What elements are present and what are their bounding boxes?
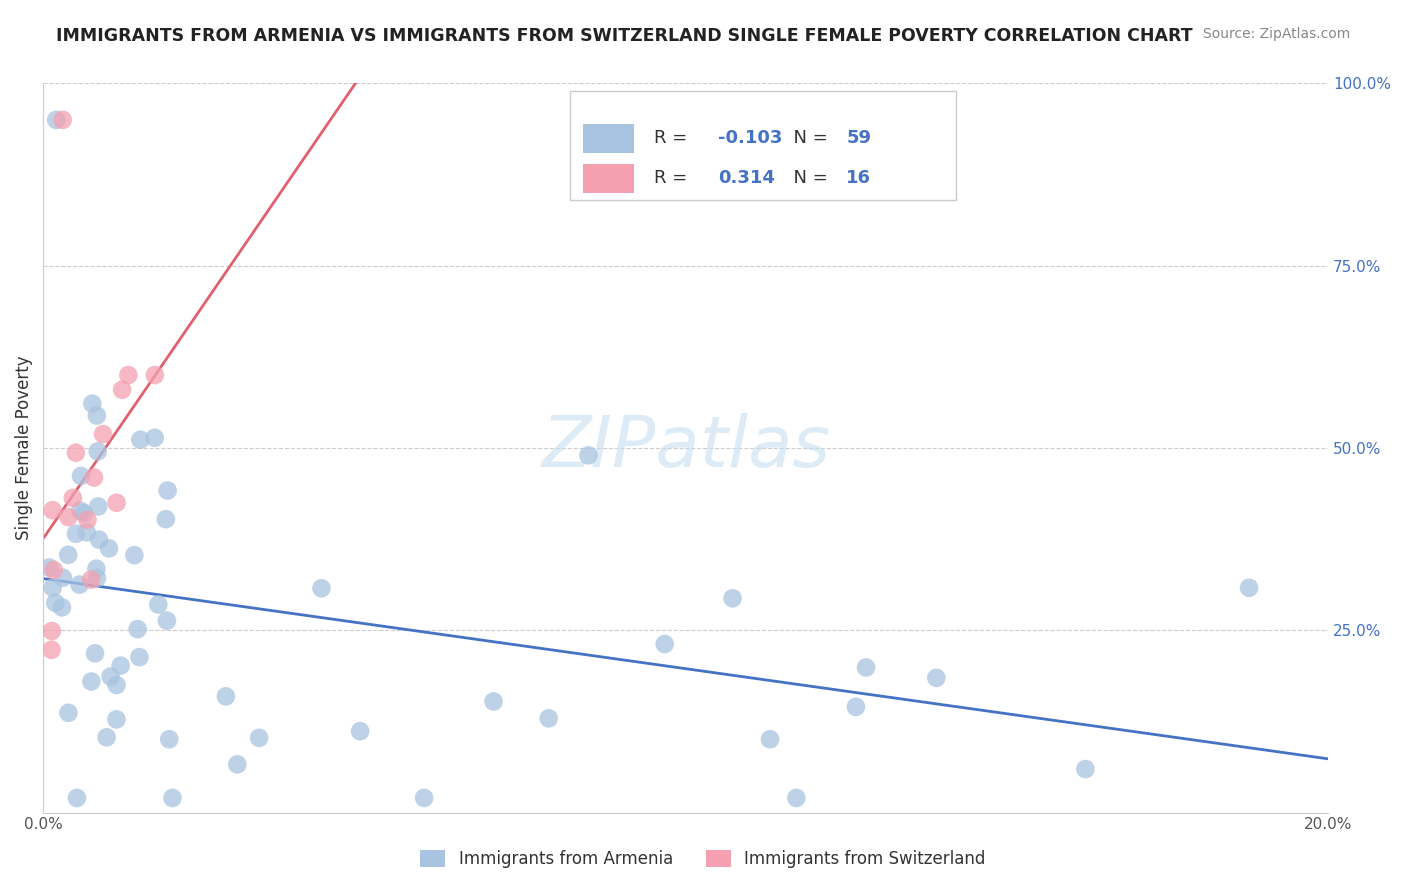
Immigrants from Armenia <box>157 732 180 747</box>
Text: R =: R = <box>654 169 693 187</box>
Immigrants from Armenia <box>155 512 177 526</box>
Immigrants from Armenia <box>576 448 599 462</box>
Text: 59: 59 <box>846 129 872 147</box>
Immigrants from Switzerland <box>83 470 105 484</box>
Text: N =: N = <box>782 169 834 187</box>
Immigrants from Armenia <box>82 396 104 410</box>
Immigrants from Armenia <box>100 669 122 683</box>
Immigrants from Armenia <box>226 757 249 772</box>
Immigrants from Armenia <box>247 731 270 745</box>
FancyBboxPatch shape <box>571 91 956 200</box>
Immigrants from Armenia <box>58 548 80 562</box>
Immigrants from Armenia <box>80 674 103 689</box>
Immigrants from Armenia <box>845 699 868 714</box>
Immigrants from Armenia <box>721 591 744 606</box>
Immigrants from Switzerland <box>41 503 63 517</box>
Immigrants from Armenia <box>105 678 128 692</box>
Immigrants from Armenia <box>124 548 146 562</box>
Immigrants from Switzerland <box>80 573 103 587</box>
Text: 16: 16 <box>846 169 872 187</box>
Immigrants from Armenia <box>69 503 91 517</box>
Immigrants from Armenia <box>87 444 110 458</box>
Immigrants from Armenia <box>70 469 93 483</box>
Immigrants from Armenia <box>215 690 238 704</box>
Immigrants from Armenia <box>759 732 782 747</box>
Immigrants from Switzerland <box>41 624 63 638</box>
Immigrants from Switzerland <box>52 112 75 127</box>
Immigrants from Armenia <box>129 433 152 447</box>
Immigrants from Armenia <box>76 525 98 540</box>
Immigrants from Armenia <box>148 598 170 612</box>
Y-axis label: Single Female Poverty: Single Female Poverty <box>15 356 32 541</box>
Immigrants from Armenia <box>44 596 66 610</box>
Immigrants from Armenia <box>925 671 948 685</box>
Immigrants from Armenia <box>86 562 108 576</box>
Immigrants from Armenia <box>482 694 505 708</box>
FancyBboxPatch shape <box>583 163 634 193</box>
Immigrants from Armenia <box>52 571 75 585</box>
Immigrants from Switzerland <box>62 491 84 505</box>
Immigrants from Switzerland <box>143 368 166 382</box>
Text: N =: N = <box>782 129 834 147</box>
Immigrants from Switzerland <box>76 513 98 527</box>
Immigrants from Armenia <box>785 791 807 805</box>
FancyBboxPatch shape <box>583 123 634 153</box>
Immigrants from Armenia <box>45 112 67 127</box>
Text: Source: ZipAtlas.com: Source: ZipAtlas.com <box>1202 27 1350 41</box>
Immigrants from Armenia <box>311 582 333 596</box>
Immigrants from Armenia <box>110 658 132 673</box>
Immigrants from Switzerland <box>65 445 87 459</box>
Immigrants from Armenia <box>98 541 121 556</box>
Immigrants from Armenia <box>105 712 128 726</box>
Immigrants from Armenia <box>162 791 184 805</box>
Immigrants from Switzerland <box>111 383 134 397</box>
Immigrants from Switzerland <box>58 510 80 524</box>
Immigrants from Armenia <box>654 637 676 651</box>
Immigrants from Armenia <box>73 506 96 520</box>
Legend: Immigrants from Armenia, Immigrants from Switzerland: Immigrants from Armenia, Immigrants from… <box>413 843 993 875</box>
Immigrants from Armenia <box>1237 581 1260 595</box>
Immigrants from Armenia <box>156 614 179 628</box>
Immigrants from Armenia <box>156 483 179 498</box>
Immigrants from Armenia <box>413 791 436 805</box>
Immigrants from Armenia <box>69 577 91 591</box>
Immigrants from Armenia <box>1074 762 1097 776</box>
Immigrants from Armenia <box>42 581 65 595</box>
Immigrants from Armenia <box>66 791 89 805</box>
Immigrants from Armenia <box>349 724 371 739</box>
Immigrants from Switzerland <box>117 368 139 382</box>
Immigrants from Armenia <box>58 706 80 720</box>
Text: R =: R = <box>654 129 693 147</box>
Text: -0.103: -0.103 <box>718 129 782 147</box>
Text: ZIPatlas: ZIPatlas <box>541 414 831 483</box>
Immigrants from Armenia <box>127 622 149 636</box>
Immigrants from Armenia <box>86 571 108 585</box>
Immigrants from Armenia <box>87 500 110 514</box>
Immigrants from Armenia <box>65 526 87 541</box>
Immigrants from Armenia <box>128 650 150 665</box>
Immigrants from Switzerland <box>105 496 128 510</box>
Immigrants from Armenia <box>51 600 73 615</box>
Immigrants from Armenia <box>84 646 107 660</box>
Immigrants from Switzerland <box>91 427 114 442</box>
Immigrants from Armenia <box>143 431 166 445</box>
Immigrants from Switzerland <box>42 563 65 577</box>
Text: 0.314: 0.314 <box>718 169 775 187</box>
Immigrants from Armenia <box>855 660 877 674</box>
Immigrants from Switzerland <box>41 642 63 657</box>
Immigrants from Armenia <box>537 711 560 725</box>
Text: IMMIGRANTS FROM ARMENIA VS IMMIGRANTS FROM SWITZERLAND SINGLE FEMALE POVERTY COR: IMMIGRANTS FROM ARMENIA VS IMMIGRANTS FR… <box>56 27 1192 45</box>
Immigrants from Armenia <box>96 731 118 745</box>
Immigrants from Armenia <box>87 533 110 547</box>
Immigrants from Armenia <box>86 409 108 423</box>
Immigrants from Armenia <box>38 560 60 574</box>
